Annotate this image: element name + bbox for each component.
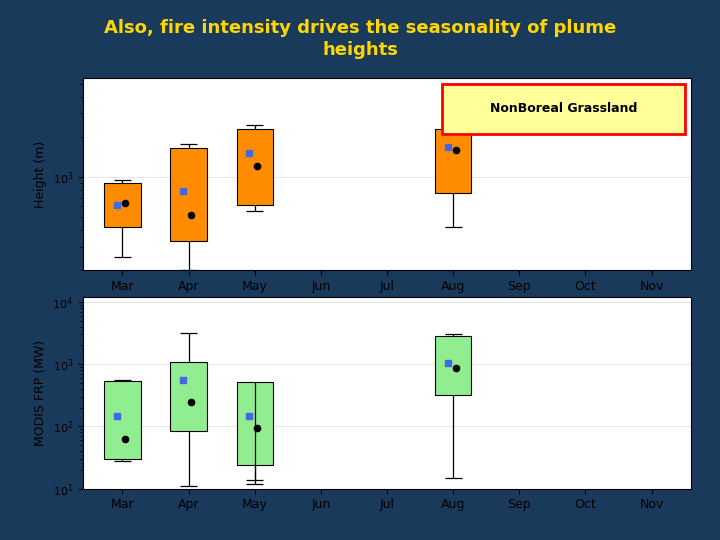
Bar [104, 183, 140, 227]
Text: NonBoreal Grassland: NonBoreal Grassland [490, 103, 637, 116]
Y-axis label: MODIS FRP (MW): MODIS FRP (MW) [34, 340, 47, 446]
Bar [104, 381, 140, 459]
Bar [435, 336, 472, 395]
Y-axis label: Height (m): Height (m) [34, 140, 47, 208]
Bar [171, 148, 207, 241]
Bar [237, 129, 273, 205]
Bar [171, 362, 207, 431]
Bar [237, 382, 273, 465]
FancyBboxPatch shape [442, 84, 685, 134]
Text: Also, fire intensity drives the seasonality of plume
heights: Also, fire intensity drives the seasonal… [104, 19, 616, 59]
Bar [435, 129, 472, 193]
